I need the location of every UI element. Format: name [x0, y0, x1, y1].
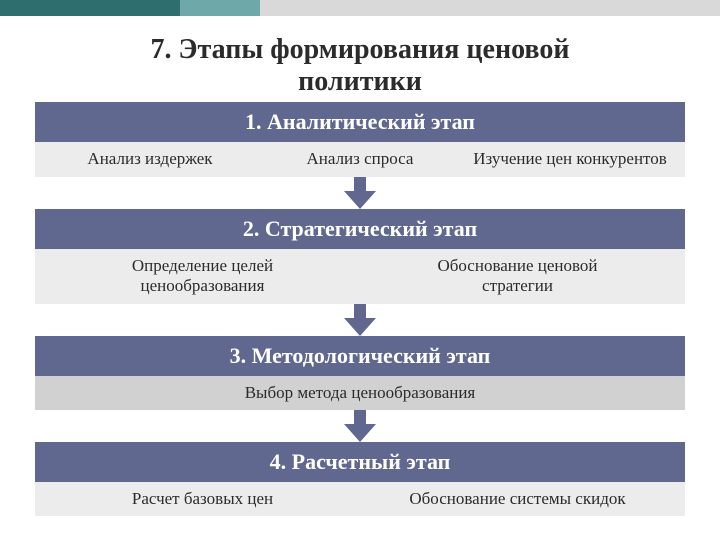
arrow-down-icon: [340, 304, 380, 336]
stage-header: 1. Аналитический этап: [35, 102, 685, 142]
stage-item: Обоснование системы скидок: [360, 489, 675, 509]
stage-block: 3. Методологический этап Выбор метода це…: [35, 336, 685, 410]
stage-body: Расчет базовых цен Обоснование системы с…: [35, 482, 685, 516]
decorative-top-stripe: [0, 0, 720, 16]
stage-header: 2. Стратегический этап: [35, 209, 685, 249]
stage-item: Определение целейценообразования: [45, 256, 360, 297]
arrow-down-icon: [340, 177, 380, 209]
arrow-down-icon: [35, 304, 685, 336]
stage-block: 2. Стратегический этап Определение целей…: [35, 209, 685, 304]
stage-item: Выбор метода ценообразования: [45, 383, 675, 403]
stage-body: Определение целейценообразования Обоснов…: [35, 249, 685, 304]
stage-block: 4. Расчетный этап Расчет базовых цен Обо…: [35, 442, 685, 516]
arrow-down-icon: [340, 410, 380, 442]
arrow-down-icon: [35, 410, 685, 442]
stage-item: Изучение цен конкурентов: [465, 149, 675, 169]
stage-body: Анализ издержек Анализ спроса Изучение ц…: [35, 142, 685, 176]
stripe-segment: [180, 0, 260, 16]
slide-title: 7. Этапы формирования ценовойполитики: [0, 34, 720, 98]
stages-container: 1. Аналитический этап Анализ издержек Ан…: [35, 102, 685, 516]
stage-header: 3. Методологический этап: [35, 336, 685, 376]
stage-item: Анализ издержек: [45, 149, 255, 169]
stripe-segment: [260, 0, 720, 16]
stage-item: Анализ спроса: [255, 149, 465, 169]
stage-body: Выбор метода ценообразования: [35, 376, 685, 410]
stage-item: Обоснование ценовойстратегии: [360, 256, 675, 297]
stripe-segment: [0, 0, 180, 16]
stage-item: Расчет базовых цен: [45, 489, 360, 509]
stage-block: 1. Аналитический этап Анализ издержек Ан…: [35, 102, 685, 176]
arrow-down-icon: [35, 177, 685, 209]
stage-header: 4. Расчетный этап: [35, 442, 685, 482]
